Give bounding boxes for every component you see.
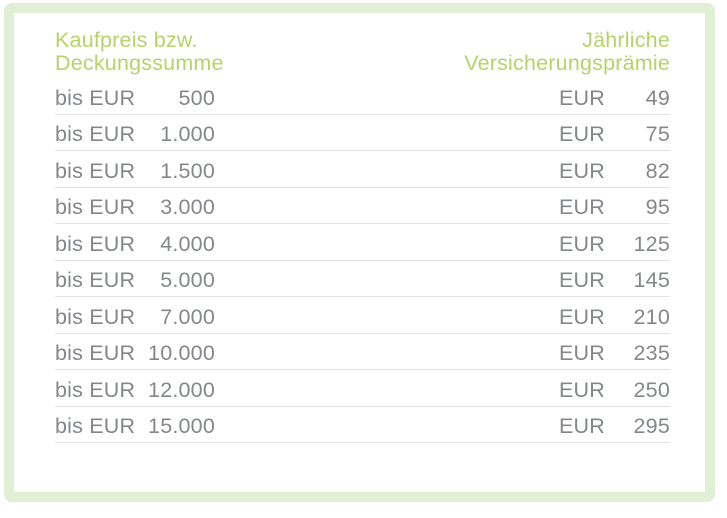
premium-cell: EUR 125 xyxy=(559,233,670,255)
coverage-cell: bis EUR 1.500 xyxy=(55,160,215,182)
coverage-prefix: bis EUR xyxy=(55,341,136,365)
premium-amount: 95 xyxy=(645,195,670,219)
premium-cell: EUR 295 xyxy=(559,415,670,437)
table-rows: bis EUR 500 EUR 49 bis EUR 1.000 EUR xyxy=(55,78,670,443)
premium-currency: EUR xyxy=(559,122,605,146)
premium-amount: 250 xyxy=(633,377,670,402)
premium-currency: EUR xyxy=(559,341,605,365)
coverage-prefix: bis EUR xyxy=(55,414,136,438)
coverage-amount: 1.500 xyxy=(160,158,215,183)
coverage-prefix: bis EUR xyxy=(55,268,136,292)
premium-cell: EUR 49 xyxy=(559,87,670,109)
premium-cell: EUR 235 xyxy=(559,342,670,364)
premium-cell: EUR 250 xyxy=(559,379,670,401)
table-row: bis EUR 4.000 EUR 125 xyxy=(55,224,670,261)
table-row: bis EUR 7.000 EUR 210 xyxy=(55,297,670,334)
premium-amount: 295 xyxy=(633,414,670,438)
premium-column-header: Jährliche Versicherungsprämie xyxy=(464,29,670,75)
premium-amount: 145 xyxy=(633,268,670,292)
table-row: bis EUR 1.000 EUR 75 xyxy=(55,115,670,151)
coverage-amount: 10.000 xyxy=(148,341,215,365)
coverage-prefix: bis EUR xyxy=(55,85,136,110)
coverage-prefix: bis EUR xyxy=(55,195,136,219)
coverage-column-header: Kaufpreis bzw. Deckungssumme xyxy=(55,29,224,75)
premium-cell: EUR 75 xyxy=(559,123,670,145)
coverage-prefix: bis EUR xyxy=(55,304,136,329)
coverage-prefix: bis EUR xyxy=(55,158,136,183)
coverage-cell: bis EUR 4.000 xyxy=(55,233,215,255)
table-row: bis EUR 5.000 EUR 145 xyxy=(55,261,670,297)
premium-currency: EUR xyxy=(559,158,605,183)
premium-currency: EUR xyxy=(559,304,605,329)
premium-header-line1: Jährliche xyxy=(582,28,670,52)
premium-amount: 49 xyxy=(645,85,670,110)
premium-amount: 235 xyxy=(633,341,670,365)
premium-currency: EUR xyxy=(559,414,605,438)
premium-amount: 82 xyxy=(645,158,670,183)
coverage-cell: bis EUR 15.000 xyxy=(55,415,215,437)
coverage-amount: 3.000 xyxy=(160,195,215,219)
coverage-amount: 4.000 xyxy=(160,231,215,256)
premium-header-line2: Versicherungsprämie xyxy=(464,51,670,75)
coverage-prefix: bis EUR xyxy=(55,231,136,256)
premium-cell: EUR 145 xyxy=(559,269,670,291)
premium-amount: 125 xyxy=(633,231,670,256)
premium-currency: EUR xyxy=(559,85,605,110)
premium-currency: EUR xyxy=(559,231,605,256)
coverage-cell: bis EUR 5.000 xyxy=(55,269,215,291)
coverage-amount: 5.000 xyxy=(160,268,215,292)
premium-currency: EUR xyxy=(559,377,605,402)
coverage-amount: 1.000 xyxy=(160,122,215,146)
premium-currency: EUR xyxy=(559,195,605,219)
premium-currency: EUR xyxy=(559,268,605,292)
coverage-amount: 7.000 xyxy=(160,304,215,329)
coverage-cell: bis EUR 10.000 xyxy=(55,342,215,364)
pricing-table-card: Kaufpreis bzw. Deckungssumme Jährliche V… xyxy=(4,3,715,502)
table-row: bis EUR 500 EUR 49 xyxy=(55,78,670,115)
coverage-amount: 12.000 xyxy=(148,377,215,402)
coverage-cell: bis EUR 3.000 xyxy=(55,196,215,218)
coverage-header-line1: Kaufpreis bzw. xyxy=(55,28,198,52)
table-row: bis EUR 15.000 EUR 295 xyxy=(55,407,670,443)
premium-cell: EUR 210 xyxy=(559,306,670,328)
coverage-amount: 500 xyxy=(178,85,215,110)
premium-cell: EUR 95 xyxy=(559,196,670,218)
coverage-cell: bis EUR 1.000 xyxy=(55,123,215,145)
table-row: bis EUR 12.000 EUR 250 xyxy=(55,370,670,407)
coverage-cell: bis EUR 7.000 xyxy=(55,306,215,328)
pricing-table: Kaufpreis bzw. Deckungssumme Jährliche V… xyxy=(55,29,670,443)
table-header: Kaufpreis bzw. Deckungssumme Jährliche V… xyxy=(55,29,670,75)
premium-amount: 75 xyxy=(645,122,670,146)
table-row: bis EUR 3.000 EUR 95 xyxy=(55,188,670,224)
coverage-header-line2: Deckungssumme xyxy=(55,51,224,75)
coverage-prefix: bis EUR xyxy=(55,122,136,146)
coverage-cell: bis EUR 500 xyxy=(55,87,215,109)
table-row: bis EUR 10.000 EUR 235 xyxy=(55,334,670,370)
coverage-amount: 15.000 xyxy=(148,414,215,438)
coverage-cell: bis EUR 12.000 xyxy=(55,379,215,401)
table-row: bis EUR 1.500 EUR 82 xyxy=(55,151,670,188)
premium-amount: 210 xyxy=(633,304,670,329)
premium-cell: EUR 82 xyxy=(559,160,670,182)
coverage-prefix: bis EUR xyxy=(55,377,136,402)
